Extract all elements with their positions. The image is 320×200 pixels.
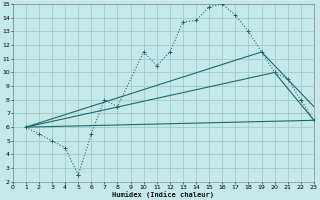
X-axis label: Humidex (Indice chaleur): Humidex (Indice chaleur) bbox=[112, 191, 214, 198]
